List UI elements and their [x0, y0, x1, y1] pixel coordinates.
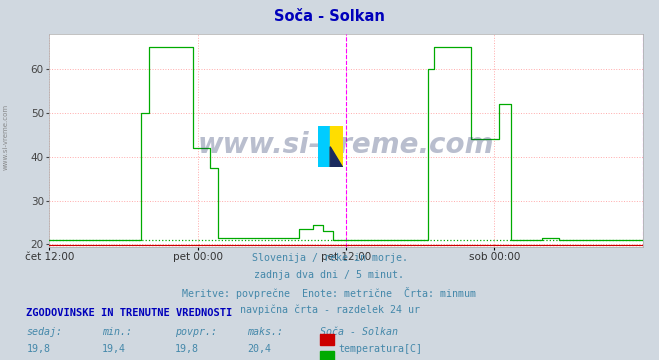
Text: 19,4: 19,4 — [102, 344, 126, 354]
Text: 20,4: 20,4 — [247, 344, 271, 354]
Text: Slovenija / reke in morje.: Slovenija / reke in morje. — [252, 253, 407, 263]
Bar — [330, 126, 343, 167]
Text: min.:: min.: — [102, 327, 132, 337]
Text: zadnja dva dni / 5 minut.: zadnja dva dni / 5 minut. — [254, 270, 405, 280]
Bar — [318, 126, 330, 167]
Text: Soča - Solkan: Soča - Solkan — [320, 327, 397, 337]
Text: povpr.:: povpr.: — [175, 327, 217, 337]
Text: www.si-vreme.com: www.si-vreme.com — [198, 131, 494, 159]
Text: 19,8: 19,8 — [175, 344, 198, 354]
Text: Soča - Solkan: Soča - Solkan — [274, 9, 385, 24]
Text: 19,8: 19,8 — [26, 344, 50, 354]
Text: Meritve: povprečne  Enote: metrične  Črta: minmum: Meritve: povprečne Enote: metrične Črta:… — [183, 287, 476, 299]
Text: maks.:: maks.: — [247, 327, 283, 337]
Text: sedaj:: sedaj: — [26, 327, 63, 337]
Text: www.si-vreme.com: www.si-vreme.com — [2, 104, 9, 170]
Text: temperatura[C]: temperatura[C] — [338, 344, 422, 354]
Text: navpična črta - razdelek 24 ur: navpična črta - razdelek 24 ur — [239, 305, 420, 315]
Text: ZGODOVINSKE IN TRENUTNE VREDNOSTI: ZGODOVINSKE IN TRENUTNE VREDNOSTI — [26, 308, 233, 318]
Polygon shape — [330, 147, 343, 167]
